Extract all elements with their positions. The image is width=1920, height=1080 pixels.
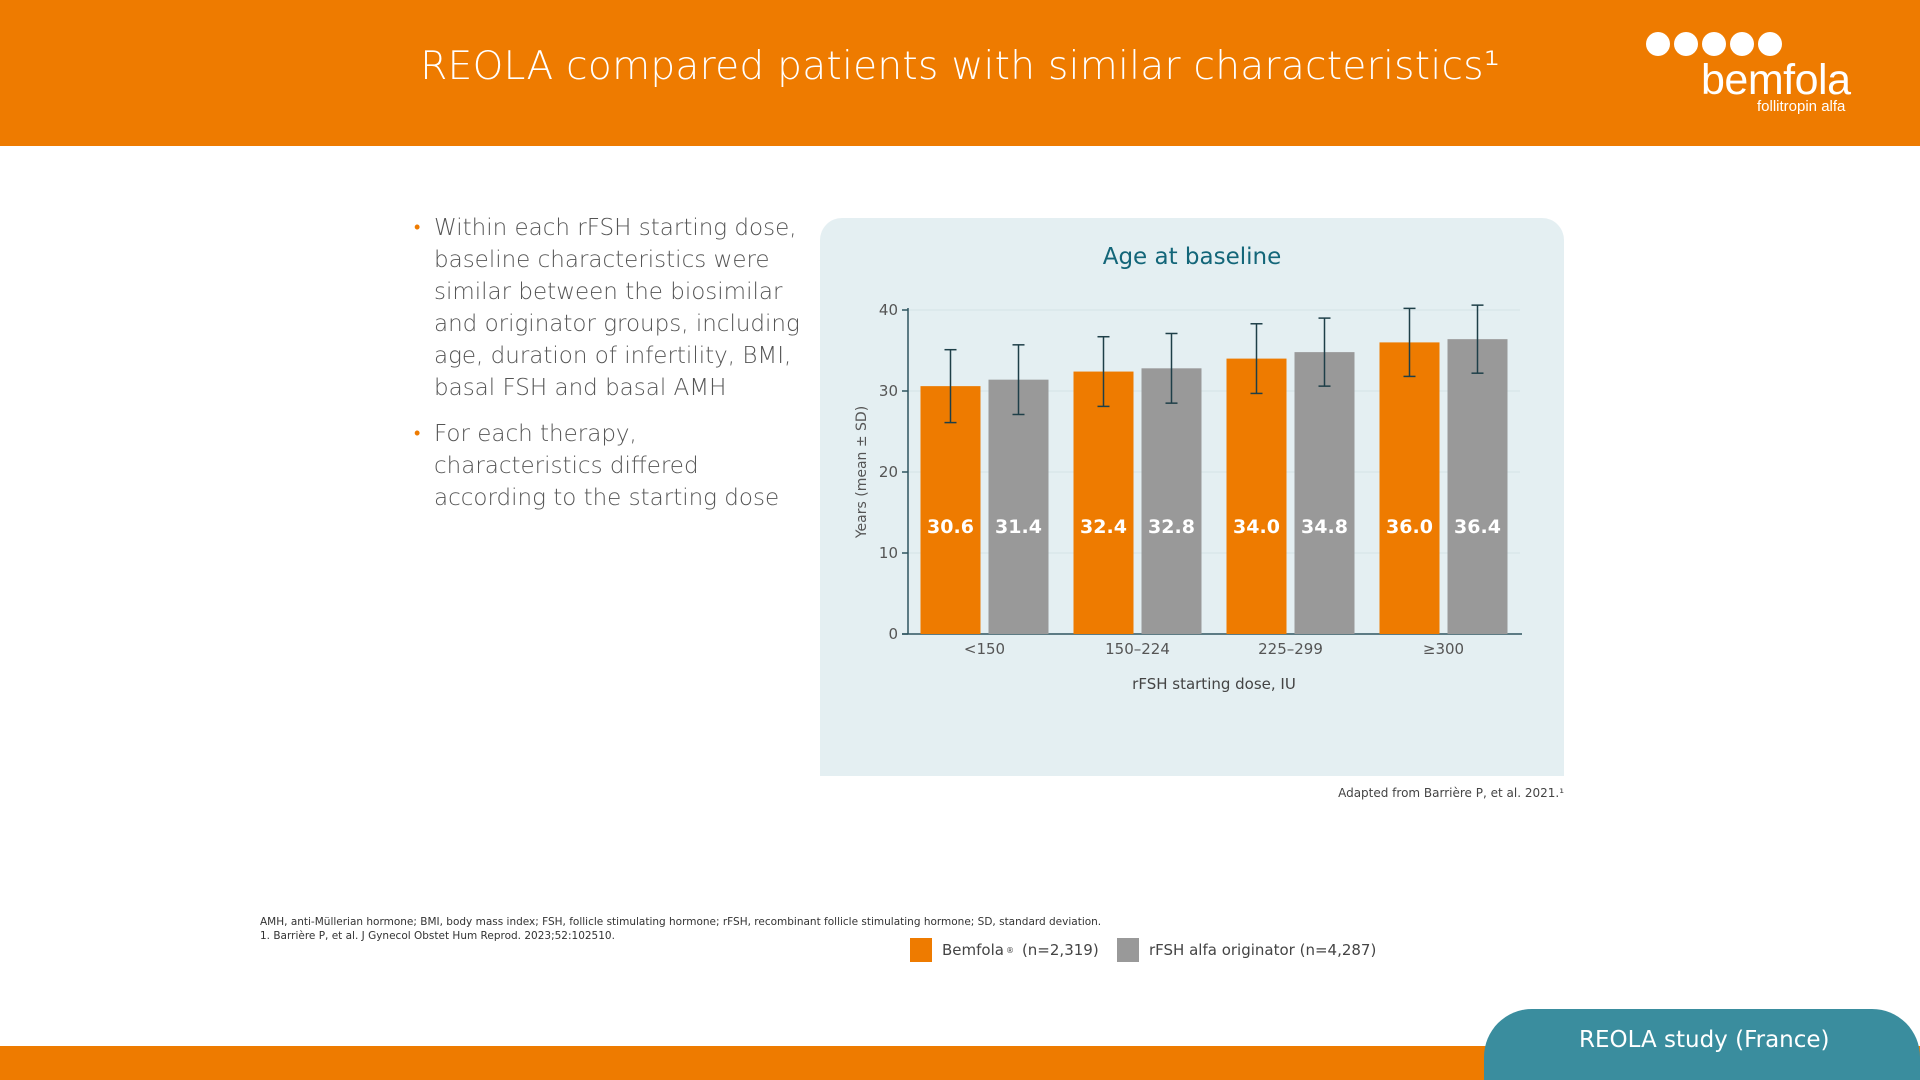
bemfola-logo: bemfola follitropin alfa xyxy=(1643,28,1903,128)
legend-swatch-originator xyxy=(1117,938,1139,962)
bar-value-label: 36.0 xyxy=(1386,516,1433,538)
bullet-dot-icon: • xyxy=(414,217,421,238)
source-attribution: Adapted from Barrière P, et al. 2021.¹ xyxy=(1338,786,1564,800)
legend-n: (n=2,319) xyxy=(1021,941,1099,959)
bullet-text: Within each rFSH starting dose, baseline… xyxy=(434,215,800,401)
chart-panel: Age at baseline 0 10 20 30 40 Years (mean ± S… xyxy=(820,218,1564,962)
legend-swatch-bemfola xyxy=(910,938,932,962)
bar-value-label: 36.4 xyxy=(1454,516,1501,538)
bullet-item: • For each therapy, characteristics diff… xyxy=(412,418,802,514)
bullet-text: For each therapy, characteristics differ… xyxy=(434,421,780,511)
y-tick-label: 40 xyxy=(879,301,898,319)
logo-dots-icon xyxy=(1646,32,1782,56)
study-tab: REOLA study (France) xyxy=(1484,1009,1920,1080)
bar-value-label: 32.8 xyxy=(1148,516,1195,538)
y-axis-label: Years (mean ± SD) xyxy=(854,406,870,539)
y-tick-label: 30 xyxy=(879,382,898,400)
bullet-item: • Within each rFSH starting dose, baseli… xyxy=(412,212,802,404)
bar-value-label: 34.0 xyxy=(1233,516,1280,538)
bar xyxy=(1073,371,1134,634)
bar xyxy=(1141,368,1202,634)
legend-label: Bemfola xyxy=(942,941,1004,959)
bar-value-label: 31.4 xyxy=(995,516,1042,538)
y-tick-label: 0 xyxy=(888,625,898,643)
page-title: REOLA compared patients with similar cha… xyxy=(420,44,1500,89)
bar-value-label: 30.6 xyxy=(927,516,974,538)
legend-item-originator: rFSH alfa originator (n=4,287) xyxy=(1117,938,1376,962)
x-tick-label: ≥300 xyxy=(1423,640,1464,658)
logo-brand: bemfola xyxy=(1701,56,1851,104)
bullet-dot-icon: • xyxy=(414,423,421,444)
chart-title: Age at baseline xyxy=(1102,244,1282,270)
bullet-list: • Within each rFSH starting dose, baseli… xyxy=(412,212,802,528)
bar-value-label: 34.8 xyxy=(1301,516,1348,538)
footnotes: AMH, anti-Müllerian hormone; BMI, body m… xyxy=(260,915,1101,943)
bar xyxy=(1294,352,1355,634)
x-axis-label: rFSH starting dose, IU xyxy=(1132,675,1296,693)
x-tick-label: 225–299 xyxy=(1258,640,1323,658)
bar-chart: 0 10 20 30 40 Years (mean ± SD) 30.6 31.4 <150 32… xyxy=(854,301,1522,693)
x-tick-label: 150–224 xyxy=(1105,640,1170,658)
abbreviations-footnote: AMH, anti-Müllerian hormone; BMI, body m… xyxy=(260,916,1102,928)
legend-label: rFSH alfa originator (n=4,287) xyxy=(1149,941,1377,959)
x-tick-label: <150 xyxy=(964,640,1005,658)
bar-value-label: 32.4 xyxy=(1080,516,1127,538)
legend-item-bemfola: Bemfola ® (n=2,319) xyxy=(910,938,1099,962)
bar xyxy=(1226,358,1287,634)
logo-subtitle: follitropin alfa xyxy=(1757,98,1846,115)
y-tick-label: 20 xyxy=(879,463,898,481)
bar xyxy=(988,379,1049,634)
bar xyxy=(920,386,981,634)
bar xyxy=(1379,342,1440,634)
header-bar: REOLA compared patients with similar cha… xyxy=(0,0,1920,146)
reference-footnote: 1. Barrière P, et al. J Gynecol Obstet H… xyxy=(260,930,615,942)
legend-sup: ® xyxy=(1005,945,1014,955)
study-tab-label: REOLA study (France) xyxy=(1579,1027,1830,1053)
y-tick-label: 10 xyxy=(879,544,898,562)
bar xyxy=(1447,339,1508,634)
